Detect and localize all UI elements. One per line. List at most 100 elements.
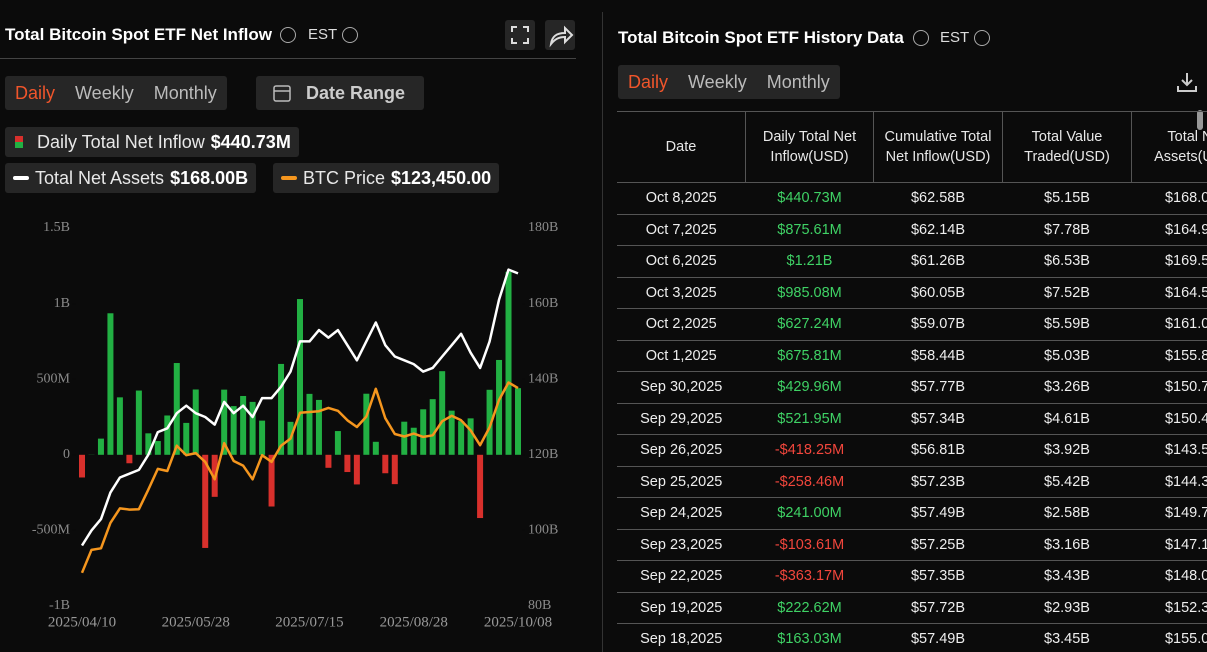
bar [382, 454, 389, 474]
table-row: Oct 3,2025$985.08M$60.05B$7.52B$164.50B [617, 277, 1207, 309]
y2-tick-label: 80B [528, 598, 551, 613]
x-tick-label: 2025/04/10 [48, 614, 116, 630]
table-cell: $169.54B [1131, 245, 1207, 278]
bar [391, 454, 398, 485]
table-cell: $155.05B [1131, 623, 1207, 652]
bar [135, 390, 142, 455]
table-cell: Oct 2,2025 [617, 308, 746, 341]
panel-title: Total Bitcoin Spot ETF History Data [618, 28, 904, 47]
timezone: EST [940, 29, 970, 46]
bar [505, 271, 512, 455]
y-tick-label: -500M [32, 523, 71, 538]
bar [230, 406, 237, 455]
table-cell: Sep 26,2025 [617, 434, 746, 467]
bar [372, 441, 379, 455]
legend-label: Daily Total Net Inflow [37, 131, 205, 152]
legend-value: $123,450.00 [391, 167, 492, 188]
table-row: Sep 29,2025$521.95M$57.34B$4.61B$150.41B [617, 403, 1207, 435]
bar [116, 397, 123, 455]
table-cell: $150.41B [1131, 403, 1207, 435]
table-cell: $3.92B [1002, 434, 1132, 467]
bar [126, 454, 133, 464]
table-cell: $144.35B [1131, 466, 1207, 498]
bar [496, 359, 503, 455]
bar [79, 454, 85, 478]
table-cell: -$103.61M [745, 529, 874, 561]
table-cell: $56.81B [873, 434, 1003, 467]
legend-label: BTC Price [303, 167, 386, 188]
table-cell: $5.15B [1002, 182, 1132, 215]
table-cell: $627.24M [745, 308, 874, 341]
legend-swatch [13, 176, 29, 180]
table-cell: $521.95M [745, 403, 874, 435]
y-tick-label: 500M [37, 371, 71, 386]
line [80, 381, 519, 574]
header-row: Date Daily Total Net Inflow(USD) Cumulativ… [617, 111, 1207, 183]
legend-swatch [15, 136, 23, 148]
column-header: Daily Total Net Inflow(USD) [745, 111, 874, 183]
bar [439, 371, 446, 455]
bar [458, 421, 465, 455]
bar [97, 438, 104, 455]
bar [297, 299, 303, 455]
y2-tick-label: 100B [528, 523, 558, 538]
table-cell: $57.77B [873, 371, 1003, 404]
legend-item[interactable]: Total Net Assets $168.00B [5, 163, 257, 193]
x-tick-label: 2025/10/08 [484, 614, 552, 630]
bar [278, 363, 285, 455]
table-cell: $5.42B [1002, 466, 1132, 498]
table-cell: $429.96M [745, 371, 874, 404]
tab[interactable]: Daily [628, 71, 669, 92]
table-cell: $985.08M [745, 277, 874, 309]
y2-tick-label: 160B [528, 296, 558, 311]
divider [0, 58, 576, 59]
y2-tick-label: 120B [528, 447, 558, 462]
column-header: Total Value Traded(USD) [1002, 111, 1132, 183]
table-cell: $57.23B [873, 466, 1003, 498]
info-icon[interactable] [280, 27, 296, 43]
y-tick-label: 0 [63, 447, 70, 462]
download-button[interactable] [1175, 70, 1199, 94]
info-icon[interactable] [913, 30, 929, 46]
table-row: Sep 18,2025$163.03M$57.49B$3.45B$155.05B [617, 623, 1207, 652]
table-row: Oct 7,2025$875.61M$62.14B$7.78B$164.91B [617, 214, 1207, 246]
bar [467, 418, 474, 455]
bar [192, 389, 199, 455]
tab[interactable]: Daily [15, 82, 56, 103]
bar [448, 410, 455, 455]
toolbar [505, 20, 575, 50]
info-icon[interactable] [342, 27, 358, 43]
tab[interactable]: Monthly [766, 71, 830, 92]
table-row: Sep 25,2025-$258.46M$57.23B$5.42B$144.35… [617, 466, 1207, 498]
legend-item[interactable]: BTC Price $123,450.00 [273, 163, 500, 193]
date-range-button[interactable]: Date Range [256, 76, 424, 110]
bar [325, 454, 332, 468]
tab[interactable]: Weekly [688, 71, 747, 92]
legend-label: Total Net Assets [35, 167, 165, 188]
table-row: Oct 6,2025$1.21B$61.26B$6.53B$169.54B [617, 245, 1207, 278]
y-tick-label: 1B [54, 296, 70, 311]
legend-swatch [281, 176, 297, 180]
table-cell: Sep 23,2025 [617, 529, 746, 561]
bar [145, 433, 152, 455]
legend-item[interactable]: Daily Total Net Inflow $440.73M [5, 127, 299, 157]
column-header: Cumulative Total Net Inflow(USD) [873, 111, 1003, 183]
table-cell: Sep 30,2025 [617, 371, 746, 404]
tab[interactable]: Weekly [75, 82, 134, 103]
table-cell: $7.78B [1002, 214, 1132, 246]
info-icon[interactable] [974, 30, 990, 46]
table-cell: $60.05B [873, 277, 1003, 309]
tab-group: Daily Weekly Monthly [618, 65, 840, 99]
table-row: Oct 2,2025$627.24M$59.07B$5.59B$161.03B [617, 308, 1207, 341]
tab[interactable]: Monthly [153, 82, 217, 103]
table-cell: -$418.25M [745, 434, 874, 467]
bar [401, 421, 408, 455]
table-cell: -$363.17M [745, 560, 874, 593]
table-cell: $59.07B [873, 308, 1003, 341]
timezone: EST [308, 26, 338, 43]
table-cell: $164.91B [1131, 214, 1207, 246]
table-cell: $57.25B [873, 529, 1003, 561]
table-cell: $58.44B [873, 340, 1003, 372]
download-icon [1177, 73, 1197, 92]
